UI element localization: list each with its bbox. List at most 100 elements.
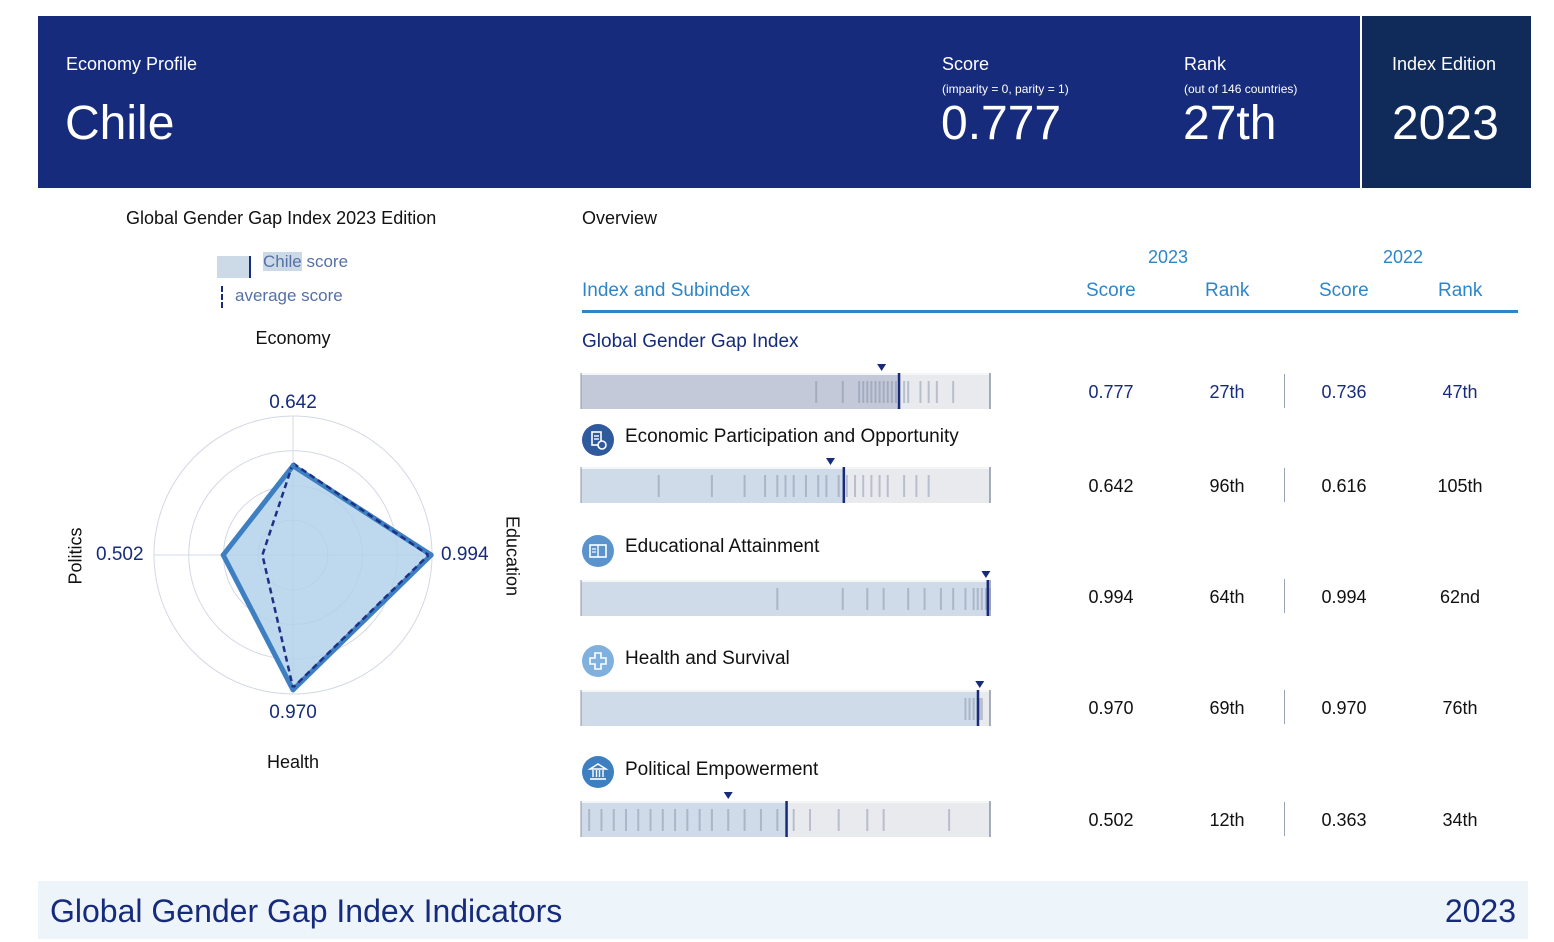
bar-score-marker [976,690,980,726]
bar-fill [581,580,988,616]
column-separator [1284,802,1285,836]
bar-tick [984,588,987,610]
rank-2022: 34th [1442,810,1478,830]
bar-tick [637,809,640,831]
bar-tick [964,698,967,720]
row-name: Global Gender Gap Index [582,331,799,352]
bar-tick [927,475,930,497]
radar-title-edition: 2023 Edition [331,208,437,228]
rank-2023: 12th [1209,810,1245,830]
legend-country-name: Chile [263,252,302,271]
radar-point [428,552,434,558]
bar-tick [624,809,627,831]
rank-2022: 76th [1442,698,1478,718]
economy-icon [582,424,614,456]
year-2023-header: 2023 [1148,247,1189,267]
average-marker [975,681,985,688]
score-2023: 0.502 [1088,810,1134,830]
bar-tick [784,475,787,497]
bar-tick [710,475,713,497]
bar-tick [743,475,746,497]
average-marker [981,571,991,578]
bar-tick [674,809,677,831]
education-icon [582,535,614,567]
col-rank-2023-header: Rank [1205,280,1250,301]
score-2022: 0.994 [1321,587,1367,607]
col-score-2022-header: Score [1319,280,1369,301]
overall-score: 0.777 [941,97,1062,150]
row-name: Health and Survival [625,648,790,669]
bar-tick [878,475,881,497]
legend-average: average score [235,286,343,305]
radar-value-label: 0.502 [96,544,144,565]
bar-tick [825,475,828,497]
bar-top-edge [581,467,990,469]
rank-sublabel: (out of 146 countries) [1184,82,1298,96]
bar-tick [809,809,812,831]
bar-tick [907,381,910,403]
bar-tick [978,698,981,720]
bar-tick [841,588,844,610]
legend-country: Chile score [263,252,348,272]
radar-value-label: 0.970 [269,702,317,723]
header-divider [582,310,1518,313]
bar-tick [710,809,713,831]
bar-tick [976,588,979,610]
radar-title: Global Gender Gap Index 2023 Edition [126,208,436,229]
score-2022: 0.363 [1321,810,1367,830]
score-label: Score [942,54,990,74]
rank-2023: 27th [1209,382,1245,402]
bar-tick [817,475,820,497]
health-icon [582,645,614,677]
bar-tick [890,381,893,403]
score-2023: 0.970 [1088,698,1134,718]
radar-value-label: 0.994 [441,544,489,565]
bar-tick [686,809,689,831]
legend-country-marker [249,256,251,278]
bar-fill [581,801,787,837]
bar-tick [792,809,795,831]
rank-2022: 62nd [1439,587,1481,607]
year-2022-header: 2022 [1383,247,1424,267]
bar-tick [804,475,807,497]
bar-tick [657,475,660,497]
bar-tick [907,588,910,610]
bar-tick [923,588,926,610]
col-score-2023-header: Score [1086,280,1136,301]
bar-fill [581,690,978,726]
radar-point [290,687,296,693]
bar-top-edge [581,580,990,582]
bar-tick [952,588,955,610]
bar-tick [972,698,975,720]
bar-score-marker [897,373,901,409]
radar-axis-label: Economy [255,328,331,348]
bar-tick [935,381,938,403]
profile-header: Economy Profile Chile Score (imparity = … [38,16,1360,188]
column-separator [1284,690,1285,724]
indicators-footer: Global Gender Gap Index Indicators 2023 [38,881,1528,939]
bar-tick [866,381,869,403]
bar-tick [815,381,818,403]
bar-tick [759,809,762,831]
bar-tick [854,475,857,497]
legend-country-suffix: score [301,252,349,271]
bar-tick [878,381,881,403]
rank-2023: 64th [1209,587,1245,607]
bar-tick [776,475,779,497]
rank-2022: 105th [1437,476,1483,496]
bar-tick [845,475,848,497]
overall-rank: 27th [1183,97,1277,150]
bar-tick [588,809,591,831]
bar-tick [939,588,942,610]
bar-tick [952,381,955,403]
bar-tick [866,809,869,831]
radar-value-label: 0.642 [269,392,317,413]
score-2023: 0.642 [1088,476,1134,496]
bar-tick [874,381,877,403]
bar-tick [776,809,779,831]
bar-tick [948,809,951,831]
row-name: Economic Participation and Opportunity [625,426,959,447]
bar-tick [903,475,906,497]
bar-tick [862,475,865,497]
bar-tick [661,809,664,831]
